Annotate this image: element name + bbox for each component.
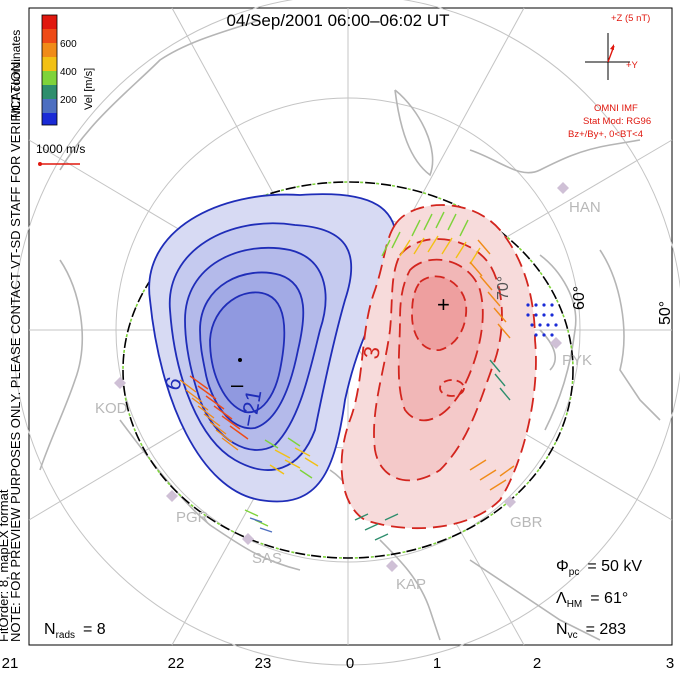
- station-label-pgr: PGR: [176, 509, 209, 526]
- lat-label-70: 70°: [495, 276, 512, 300]
- coastlines: [39, 19, 661, 641]
- contour-label-neg-min: –: [231, 372, 244, 397]
- mlt-tick-3: 3: [666, 655, 674, 672]
- stat-nrads: Nrads = 8: [44, 621, 106, 641]
- velocity-vectors: [179, 211, 515, 541]
- lat-label-50: 50°: [657, 301, 674, 325]
- station-markers: [114, 182, 569, 572]
- colorbar-tick-200: 200: [60, 95, 77, 106]
- imf-y-label: +Y: [626, 60, 639, 71]
- hm-boundary: [122, 181, 574, 559]
- mlt-tick-0: 0: [346, 655, 354, 672]
- color-bar: [41, 14, 58, 126]
- stat-lambda-hm: ΛHM = 61°: [556, 590, 628, 610]
- preview-note: NOTE: FOR PREVIEW PURPOSES ONLY. PLEASE …: [8, 58, 23, 642]
- colorbar-tick-600: 600: [60, 39, 77, 50]
- lat-label-60: 60°: [571, 286, 588, 310]
- station-label-kap: KAP: [396, 576, 426, 593]
- negative-potential-cell: [148, 193, 398, 503]
- coord-label: MLT coordinates: [9, 30, 23, 118]
- imf-source: OMNI IMF: [594, 103, 638, 114]
- mlt-tick-22: 22: [168, 655, 185, 672]
- imf-clock: [585, 33, 630, 80]
- positive-potential-cell: [340, 204, 537, 530]
- fit-order-note: FitOrder: 8, mapEX format: [0, 489, 11, 642]
- station-label-sas: SAS: [252, 550, 282, 567]
- stat-nvc: Nvc = 283: [556, 621, 626, 641]
- stat-phi-pc: Φpc = 50 kV: [556, 558, 642, 578]
- imf-condition: Bz+/By+, 0<BT<4: [568, 129, 643, 140]
- colorbar-title: Vel [m/s]: [83, 68, 95, 110]
- contour-label-pos-max: +: [437, 292, 450, 317]
- scale-vector-label: 1000 m/s: [36, 142, 85, 156]
- station-label-kod: KOD: [95, 400, 128, 417]
- mlt-tick-23: 23: [255, 655, 272, 672]
- colorbar-tick-400: 400: [60, 67, 77, 78]
- station-label-pyk: PYK: [562, 352, 592, 369]
- low-velocity-dots: [526, 303, 558, 337]
- station-label-han: HAN: [569, 199, 601, 216]
- contour-label-pos-a: 3: [358, 344, 385, 360]
- mlt-tick-21: 21: [2, 655, 19, 672]
- stat-model: Stat Mod: RG96: [583, 116, 651, 127]
- station-label-gbr: GBR: [510, 514, 543, 531]
- plot-title: 04/Sep/2001 06:00–06:02 UT: [226, 11, 449, 30]
- mlt-tick-1: 1: [433, 655, 441, 672]
- mlt-tick-2: 2: [533, 655, 541, 672]
- imf-z-label: +Z (5 nT): [611, 13, 650, 24]
